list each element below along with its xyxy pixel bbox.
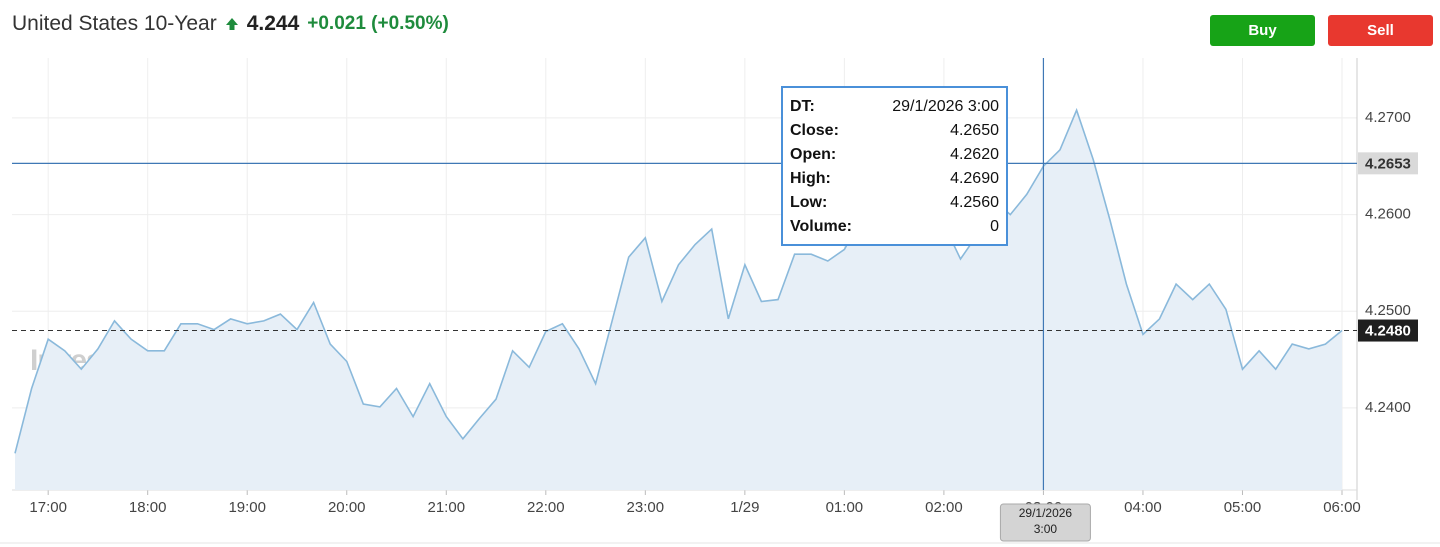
y-tick-label: 4.2400 bbox=[1365, 399, 1411, 416]
tooltip: DT: 29/1/2026 3:00 Close: 4.2650 Open: 4.2620… bbox=[781, 86, 1008, 246]
tooltip-key: Close: bbox=[790, 122, 839, 139]
tooltip-key: Low: bbox=[790, 194, 827, 211]
x-tick-label: 21:00 bbox=[428, 499, 466, 516]
tooltip-value: 0 bbox=[990, 218, 999, 235]
tooltip-value: 29/1/2026 3:00 bbox=[892, 98, 999, 115]
y-tick-label: 4.2500 bbox=[1365, 302, 1411, 319]
price-change: +0.021 (+0.50%) bbox=[307, 13, 449, 34]
tooltip-key: DT: bbox=[790, 98, 815, 115]
x-tick-label: 01:00 bbox=[826, 499, 864, 516]
up-arrow bbox=[225, 18, 238, 30]
instrument-title: United States 10-Year bbox=[12, 12, 217, 35]
buy-button[interactable]: Buy bbox=[1210, 15, 1315, 46]
last-price-badge bbox=[1358, 319, 1418, 342]
area-fill bbox=[15, 110, 1342, 490]
price-line bbox=[14, 107, 1343, 454]
last-price-label: 4.2480 bbox=[1365, 323, 1411, 340]
tooltip-value: 4.2650 bbox=[950, 122, 999, 139]
tooltip-value: 4.2690 bbox=[950, 170, 999, 187]
sell-button[interactable]: Sell bbox=[1328, 15, 1433, 46]
crosshair-y-badge bbox=[1358, 152, 1418, 175]
crosshair-x-label: 3:00 bbox=[1034, 522, 1058, 536]
x-tick-label: 04:00 bbox=[1124, 499, 1162, 516]
tooltip-key: Open: bbox=[790, 146, 836, 163]
tooltip-value: 4.2560 bbox=[950, 194, 999, 211]
tooltip-key: High: bbox=[790, 170, 831, 187]
x-tick-label: 18:00 bbox=[129, 499, 167, 516]
x-tick-label: 1/29 bbox=[730, 499, 759, 516]
x-tick-label: 02:00 bbox=[925, 499, 963, 516]
tooltip-value: 4.2620 bbox=[950, 146, 999, 163]
x-tick-label: 23:00 bbox=[627, 499, 665, 516]
crosshair-y-label: 4.2653 bbox=[1365, 155, 1411, 172]
crosshair-x-badge bbox=[999, 503, 1091, 542]
crosshair-x-label: 29/1/2026 bbox=[1019, 506, 1073, 520]
y-tick-label: 4.2600 bbox=[1365, 206, 1411, 223]
price: 4.244 bbox=[246, 12, 300, 35]
x-tick-label: 05:00 bbox=[1224, 499, 1262, 516]
x-tick-label: 20:00 bbox=[328, 499, 366, 516]
x-tick-label: 06:00 bbox=[1323, 499, 1361, 516]
tooltip-key: Volume: bbox=[790, 218, 852, 235]
y-tick-label: 4.2700 bbox=[1365, 109, 1411, 126]
tooltip-box bbox=[781, 86, 1008, 246]
header: United States 10-Year 4.244 +0.021 (+0.5… bbox=[12, 12, 449, 36]
x-tick-label: 17:00 bbox=[29, 499, 67, 516]
x-tick-label: 22:00 bbox=[527, 499, 565, 516]
x-tick-label: 19:00 bbox=[228, 499, 266, 516]
